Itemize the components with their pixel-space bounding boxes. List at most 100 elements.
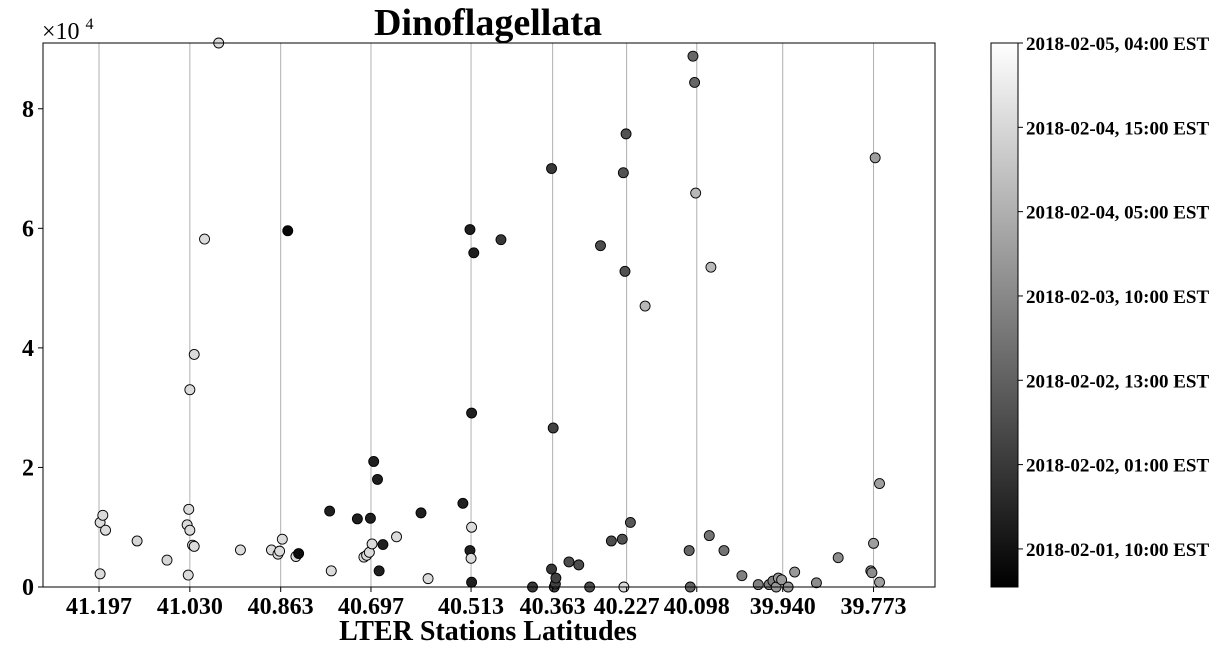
colorbar-gradient <box>990 42 1019 588</box>
y-axis-ticks: 0 2 4 6 8 <box>22 97 43 601</box>
data-point <box>325 565 337 577</box>
y-tick-label: 8 <box>22 97 34 123</box>
x-axis-ticks: 41.197 41.030 40.863 40.697 40.513 40.363 40.2… <box>66 587 907 620</box>
x-axis-label: LTER Stations Latitudes <box>339 616 637 647</box>
data-point <box>188 349 200 360</box>
colorbar-tick-label: 2018-02-05, 04:00 EST <box>1026 34 1209 55</box>
x-tick-label: 40.363 <box>520 594 586 620</box>
data-point <box>703 530 715 542</box>
data-point <box>364 512 376 524</box>
data-point <box>832 552 844 564</box>
data-point <box>373 565 385 577</box>
x-tick-label: 39.773 <box>841 594 907 620</box>
data-point <box>605 535 617 547</box>
data-point <box>366 538 378 550</box>
data-point <box>282 225 294 237</box>
vertical-gridlines <box>98 43 875 587</box>
x-tick-label: 41.030 <box>157 594 223 620</box>
data-point <box>869 152 881 164</box>
data-point <box>718 545 730 556</box>
x-tick-label: 41.197 <box>66 594 132 620</box>
data-point <box>736 570 748 582</box>
y-tick-label: 6 <box>22 216 34 242</box>
data-point <box>546 163 557 174</box>
data-point <box>683 545 695 556</box>
data-points <box>94 37 885 593</box>
data-point <box>617 167 629 179</box>
svg-text:×10 4: ×10 4 <box>42 16 94 45</box>
data-point <box>391 531 402 543</box>
data-point <box>776 574 788 586</box>
colorbar-tick-label: 2018-02-03, 10:00 EST <box>1026 287 1209 308</box>
data-point <box>619 265 631 277</box>
data-point <box>293 548 305 559</box>
colorbar-tick-label: 2018-02-04, 05:00 EST <box>1026 203 1209 224</box>
data-point <box>100 524 111 536</box>
plot-frame <box>42 42 936 588</box>
data-point <box>324 505 336 517</box>
data-point <box>690 187 702 199</box>
data-point <box>351 513 363 525</box>
data-point <box>182 569 194 581</box>
colorbar-tick-label: 2018-02-02, 01:00 EST <box>1026 456 1209 477</box>
y-tick-label: 4 <box>22 336 34 362</box>
data-point <box>184 384 196 396</box>
x-tick-label: 40.098 <box>664 594 730 620</box>
data-point <box>705 261 717 273</box>
data-point <box>183 503 195 515</box>
chart-title: Dinoflagellata <box>374 2 602 44</box>
data-point <box>465 552 477 564</box>
data-point <box>639 300 651 312</box>
data-point <box>573 559 585 571</box>
data-point <box>620 128 632 140</box>
colorbar: 2018-02-05, 04:00 EST 2018-02-04, 15:00 E… <box>990 34 1209 588</box>
data-point <box>868 537 879 549</box>
data-point <box>466 576 478 588</box>
data-point <box>422 573 434 585</box>
data-point <box>495 234 507 246</box>
data-point <box>184 524 196 536</box>
y-tick-label: 2 <box>22 455 34 481</box>
data-point <box>624 516 636 528</box>
data-point <box>689 77 701 88</box>
data-point <box>415 507 427 519</box>
data-point <box>377 539 389 551</box>
data-point <box>372 473 383 485</box>
data-point <box>276 533 288 545</box>
x-tick-label: 40.697 <box>338 594 404 620</box>
colorbar-tick-label: 2018-02-04, 15:00 EST <box>1026 118 1209 139</box>
data-point <box>97 509 109 521</box>
data-point <box>274 545 286 557</box>
data-point <box>94 568 106 580</box>
y-multiplier-base: ×10 <box>42 19 80 45</box>
data-point <box>616 533 628 545</box>
data-point <box>468 247 480 259</box>
data-point <box>199 233 210 245</box>
data-point <box>546 563 557 575</box>
data-point <box>595 240 606 252</box>
y-multiplier: ×10 4 <box>42 16 94 45</box>
data-point <box>547 422 559 434</box>
data-point <box>563 556 575 568</box>
data-point <box>457 497 469 509</box>
data-point <box>687 50 699 62</box>
data-point <box>789 566 801 578</box>
data-point <box>466 407 478 419</box>
data-point <box>131 535 143 547</box>
data-point <box>752 579 764 591</box>
data-point <box>874 478 885 490</box>
data-point <box>810 577 822 589</box>
data-point <box>466 521 478 533</box>
data-point <box>866 567 878 579</box>
x-tick-label: 40.227 <box>594 594 660 620</box>
x-tick-label: 39.940 <box>750 594 816 620</box>
colorbar-tick-label: 2018-02-02, 13:00 EST <box>1026 371 1209 392</box>
x-tick-label: 40.863 <box>248 594 314 620</box>
x-tick-label: 40.513 <box>438 594 504 620</box>
y-tick-label: 0 <box>22 575 34 601</box>
y-multiplier-exponent: 4 <box>86 16 94 33</box>
data-point <box>161 554 173 566</box>
data-point <box>368 456 380 467</box>
data-point <box>188 540 200 552</box>
